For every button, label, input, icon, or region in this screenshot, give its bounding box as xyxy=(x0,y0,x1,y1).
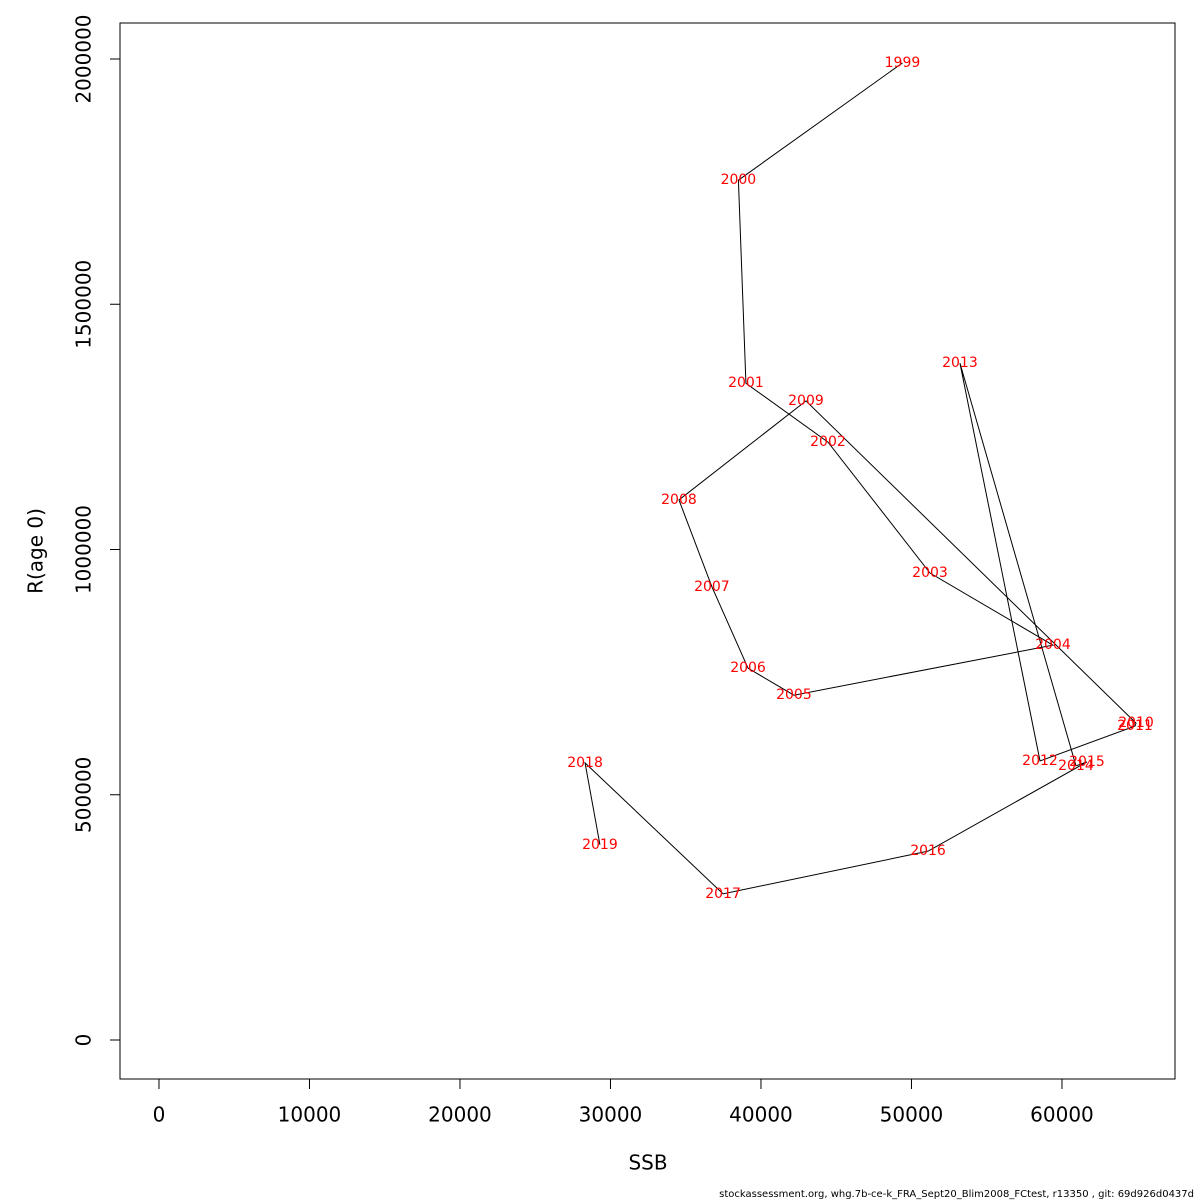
y-tick-label: 1000000 xyxy=(72,505,96,594)
point-label: 2000 xyxy=(721,172,757,188)
x-tick-label: 30000 xyxy=(579,1103,643,1127)
x-tick-label: 10000 xyxy=(278,1103,342,1127)
y-axis-label: R(age 0) xyxy=(24,508,48,594)
point-label: 2001 xyxy=(728,375,764,391)
point-label: 2002 xyxy=(810,434,846,450)
point-label: 2007 xyxy=(694,579,730,595)
trajectory-line xyxy=(584,62,1137,895)
point-label: 2016 xyxy=(910,843,946,859)
y-tick-label: 1500000 xyxy=(72,260,96,349)
point-label: 2009 xyxy=(788,393,824,409)
point-label: 2008 xyxy=(661,492,697,508)
point-label: 2012 xyxy=(1022,753,1058,769)
x-axis-label: SSB xyxy=(628,1151,667,1175)
x-tick-label: 50000 xyxy=(880,1103,944,1127)
point-label: 2015 xyxy=(1069,754,1105,770)
x-tick-label: 0 xyxy=(153,1103,166,1127)
point-label: 2018 xyxy=(567,755,603,771)
point-label: 2003 xyxy=(912,565,948,581)
point-label: 1999 xyxy=(885,55,921,71)
point-label: 2014 xyxy=(1058,758,1094,774)
y-tick-label: 0 xyxy=(72,1034,96,1047)
point-label: 2005 xyxy=(776,687,812,703)
point-label: 2006 xyxy=(730,660,766,676)
x-tick-label: 60000 xyxy=(1030,1103,1094,1127)
point-label: 2019 xyxy=(582,837,618,853)
point-label: 2011 xyxy=(1117,718,1153,734)
footer-note: stockassessment.org, whg.7b-ce-k_FRA_Sep… xyxy=(719,1189,1194,1200)
y-tick-label: 2000000 xyxy=(72,14,96,103)
plot-frame xyxy=(119,22,1176,1080)
point-label: 2010 xyxy=(1118,715,1154,731)
x-tick-label: 40000 xyxy=(729,1103,793,1127)
y-tick-label: 500000 xyxy=(72,757,96,833)
x-tick-label: 20000 xyxy=(428,1103,492,1127)
point-label: 2004 xyxy=(1035,637,1071,653)
point-label: 2017 xyxy=(705,886,741,902)
point-label: 2013 xyxy=(942,355,978,371)
